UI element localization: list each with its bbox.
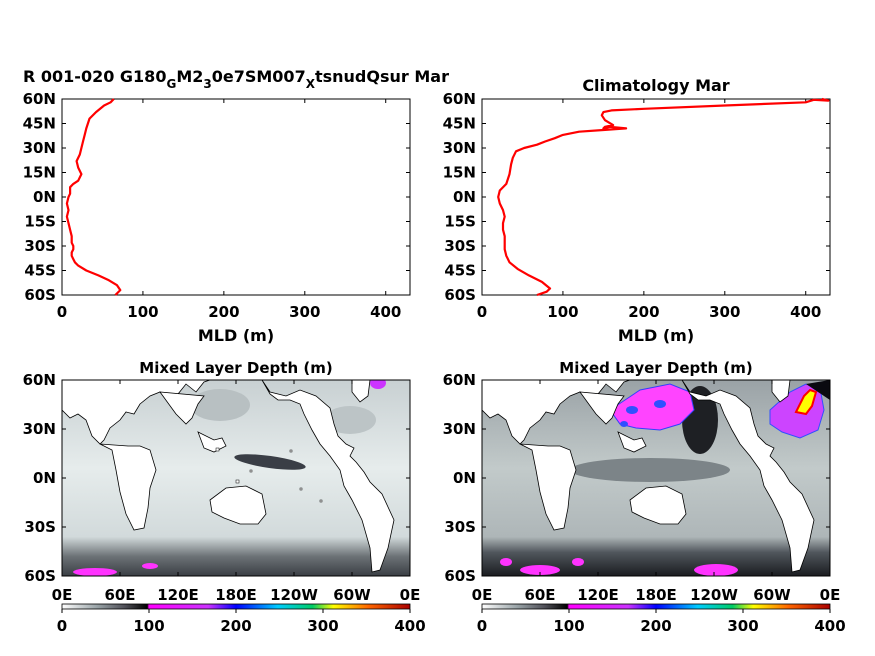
profile-model-panel: R 001-020 G180GM230e7SM007XtsnudQsur Mar… — [23, 67, 450, 345]
colorbar-tick-label: 400 — [814, 617, 845, 635]
colorbar-tick-label: 300 — [727, 617, 758, 635]
x-tick-label: 0 — [477, 303, 487, 321]
title-segment: R 001-020 G180 — [23, 67, 166, 86]
y-tick-label: 45S — [24, 262, 56, 280]
y-tick-label: 45S — [444, 262, 476, 280]
title-subscript: G — [166, 77, 176, 91]
lon-tick-label: 0E — [400, 586, 421, 604]
y-tick-label: 0N — [453, 188, 476, 206]
y-tick-label: 15N — [443, 164, 476, 182]
x-tick-label: 200 — [628, 303, 659, 321]
colorbar-tick-label: 0 — [477, 617, 487, 635]
y-tick-label: 30S — [24, 237, 56, 255]
model-profile-frame — [61, 98, 411, 296]
climatology-map-title: Mixed Layer Depth (m) — [559, 359, 752, 377]
colorbar-tick-label: 100 — [133, 617, 164, 635]
colorbar-tick-label: 200 — [640, 617, 671, 635]
colorbar-tick-label: 100 — [553, 617, 584, 635]
lon-tick-label: 180E — [635, 586, 677, 604]
lon-tick-label: 60W — [333, 586, 371, 604]
lon-tick-label: 120E — [157, 586, 199, 604]
x-tick-label: 100 — [127, 303, 158, 321]
colorbar-tick-label: 300 — [307, 617, 338, 635]
model-map-title: Mixed Layer Depth (m) — [139, 359, 332, 377]
lat-tick-label: 0N — [453, 469, 476, 487]
lon-tick-label: 0E — [52, 586, 73, 604]
climatology-colorbar — [481, 603, 831, 610]
title-subscript: 3 — [203, 77, 211, 91]
y-tick-label: 60N — [443, 90, 476, 108]
x-tick-label: 300 — [709, 303, 740, 321]
lat-tick-label: 30S — [444, 518, 476, 536]
y-tick-label: 15N — [23, 164, 56, 182]
model-profile-title: R 001-020 G180GM230e7SM007XtsnudQsur Mar — [23, 67, 449, 91]
lon-tick-label: 60E — [104, 586, 135, 604]
mld-map-model-panel: Mixed Layer Depth (m) 0 — [23, 359, 426, 635]
x-tick-label: 0 — [57, 303, 67, 321]
lon-tick-label: 120E — [577, 586, 619, 604]
title-segment: 0e7SM007 — [212, 67, 306, 86]
y-tick-label: 30N — [23, 139, 56, 157]
climatology-map-land — [482, 380, 815, 573]
lat-tick-label: 30N — [23, 420, 56, 438]
lon-tick-label: 0E — [472, 586, 493, 604]
model-profile-xlabel: MLD (m) — [198, 326, 274, 345]
mld-map-climatology-panel: Mixed Layer Depth (m) 0E — [443, 359, 846, 635]
y-tick-label: 60S — [444, 286, 476, 304]
y-tick-label: 15S — [24, 213, 56, 231]
lon-tick-label: 180E — [215, 586, 257, 604]
lon-tick-label: 60E — [524, 586, 555, 604]
lat-tick-label: 30S — [24, 518, 56, 536]
colorbar-tick-label: 400 — [394, 617, 425, 635]
lat-tick-label: 60S — [444, 567, 476, 585]
title-segment: M2 — [176, 67, 203, 86]
x-tick-label: 400 — [370, 303, 401, 321]
lon-tick-label: 120W — [270, 586, 318, 604]
mld-profile-line — [497, 97, 830, 297]
lat-tick-label: 0N — [33, 469, 56, 487]
y-tick-label: 15S — [444, 213, 476, 231]
lat-tick-label: 60S — [24, 567, 56, 585]
lon-tick-label: 60W — [753, 586, 791, 604]
y-tick-label: 45N — [23, 115, 56, 133]
lat-tick-label: 30N — [443, 420, 476, 438]
y-tick-label: 0N — [33, 188, 56, 206]
x-tick-label: 100 — [547, 303, 578, 321]
climatology-profile-frame — [481, 98, 831, 296]
colorbar-tick-label: 200 — [220, 617, 251, 635]
profile-climatology-panel: Climatology Mar 0 100 200 300 400 60N 45N 30N 15… — [443, 76, 831, 345]
title-segment: tsnudQsur Mar — [315, 67, 449, 86]
y-tick-label: 30S — [444, 237, 476, 255]
y-tick-label: 45N — [443, 115, 476, 133]
climatology-profile-title: Climatology Mar — [582, 76, 729, 95]
title-subscript: X — [306, 77, 316, 91]
mld-profile-line — [65, 98, 122, 296]
x-tick-label: 300 — [289, 303, 320, 321]
lat-tick-label: 60N — [23, 371, 56, 389]
lon-tick-label: 120W — [690, 586, 738, 604]
y-tick-label: 60S — [24, 286, 56, 304]
x-tick-label: 400 — [790, 303, 821, 321]
lon-tick-label: 0E — [820, 586, 841, 604]
model-map-field — [62, 380, 410, 576]
lat-tick-label: 60N — [443, 371, 476, 389]
model-colorbar — [61, 603, 411, 610]
x-tick-label: 200 — [208, 303, 239, 321]
y-tick-label: 60N — [23, 90, 56, 108]
climatology-profile-xlabel: MLD (m) — [618, 326, 694, 345]
colorbar-tick-label: 0 — [57, 617, 67, 635]
y-tick-label: 30N — [443, 139, 476, 157]
